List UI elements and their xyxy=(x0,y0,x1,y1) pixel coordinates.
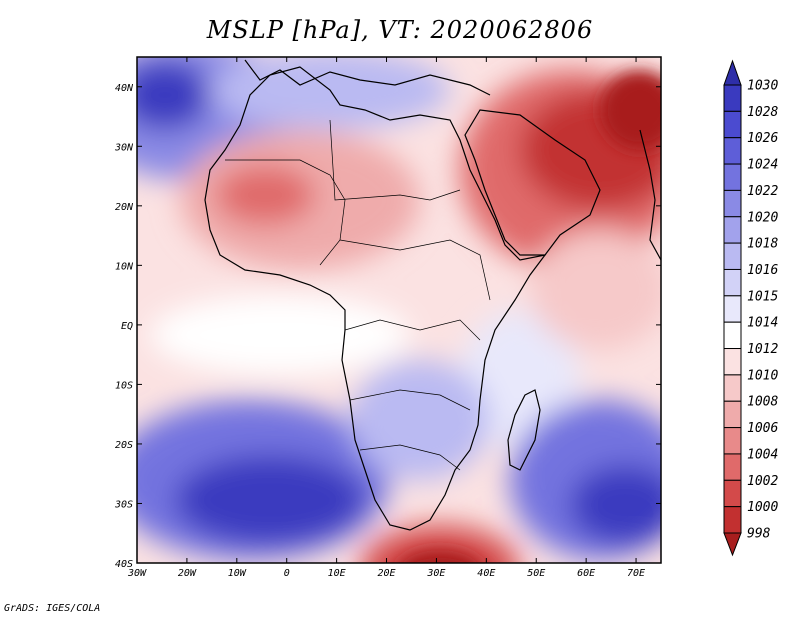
southern-low-core xyxy=(400,550,480,563)
colorbar-label: 1018 xyxy=(747,237,778,252)
x-tick-label: 70E xyxy=(627,568,645,579)
colorbar-label: 1022 xyxy=(747,184,778,199)
colorbar-label: 1002 xyxy=(747,474,778,489)
x-tick-label: 0 xyxy=(284,568,290,579)
colorbar-swatch xyxy=(723,163,742,191)
colorbar-swatch xyxy=(723,374,742,402)
europe-coastline xyxy=(244,59,491,96)
footer-credit: GrADS: IGES/COLA xyxy=(4,603,101,614)
colorbar-label: 1010 xyxy=(747,368,778,383)
equatorial-band xyxy=(150,295,410,375)
colorbar-label: 1006 xyxy=(747,421,778,436)
x-tick-label: 30W xyxy=(127,568,147,579)
y-tick-label: 40N xyxy=(115,83,134,94)
arabian-sea-field xyxy=(530,230,661,350)
colorbar-swatch xyxy=(723,137,742,165)
colorbar-label: 1004 xyxy=(747,447,778,462)
colorbar-swatch xyxy=(723,479,742,508)
y-tick-label: 10S xyxy=(115,380,133,391)
colorbar-swatch xyxy=(723,242,742,270)
y-tick-label: 30S xyxy=(114,499,133,510)
pakistan-low-core xyxy=(600,70,661,150)
africa-coastline xyxy=(204,66,547,531)
border-2 xyxy=(329,119,461,201)
colorbar-label: 1028 xyxy=(747,105,778,120)
colorbar-arrow-top xyxy=(723,59,742,86)
colorbar-label: 1016 xyxy=(747,263,778,278)
y-tick-label: 20S xyxy=(115,440,133,451)
coastlines xyxy=(204,59,661,531)
border-5 xyxy=(349,389,471,411)
colorbar-label: 1008 xyxy=(747,395,778,410)
y-tick-label: EQ xyxy=(121,321,133,332)
x-tick-label: 20W xyxy=(178,568,197,579)
colorbar-arrow-bottom xyxy=(723,532,742,557)
x-tick-label: 30E xyxy=(426,568,445,579)
southern-ocean-low xyxy=(360,525,520,563)
colorbar-swatch xyxy=(723,453,742,481)
colorbar-label: 1024 xyxy=(747,158,778,173)
colorbar-label: 1026 xyxy=(747,131,778,146)
colorbar-swatch xyxy=(723,321,742,350)
colorbar-label: 1012 xyxy=(747,342,778,357)
x-tick-label: 10W xyxy=(228,568,247,579)
x-tick-label: 10E xyxy=(328,568,346,579)
colorbar-label: 1020 xyxy=(747,210,778,225)
colorbar-swatch xyxy=(723,295,742,323)
colorbar-swatch xyxy=(723,348,742,376)
border-4 xyxy=(344,319,481,341)
colorbar-label: 1030 xyxy=(747,79,778,94)
x-tick-label: 20E xyxy=(377,568,395,579)
colorbar: 1030 1028 1026 1024 1022 1020 1018 1016 1015 1014… xyxy=(723,59,778,557)
saharan-low-core xyxy=(215,165,315,225)
map-frame xyxy=(136,56,662,564)
border-6 xyxy=(359,444,461,471)
azores-high-core xyxy=(137,60,210,130)
y-tick-label: 20N xyxy=(115,202,134,213)
colorbar-swatch xyxy=(723,427,742,455)
colorbar-label: 1014 xyxy=(747,316,778,331)
madagascar-coastline xyxy=(507,389,541,471)
x-tick-label: 60E xyxy=(577,568,595,579)
x-tick-label: 40E xyxy=(477,568,495,579)
chart-title: MSLP [hPa], VT: 2020062806 xyxy=(206,16,594,44)
border-3 xyxy=(339,239,491,301)
colorbar-swatch xyxy=(723,506,742,534)
x-tick-label: 50E xyxy=(527,568,545,579)
axis-ticks: 30W 20W 10W 0 10E 20E 30E 40E 50E 60E 70E 40N 30N 20N… xyxy=(114,57,661,579)
colorbar-swatch xyxy=(723,268,742,297)
colorbar-label: 998 xyxy=(747,527,771,542)
colorbar-swatch xyxy=(723,189,742,218)
colorbar-label: 1015 xyxy=(747,289,778,304)
colorbar-swatch xyxy=(723,110,742,139)
pressure-field xyxy=(137,57,661,563)
colorbar-label: 1000 xyxy=(747,500,778,515)
southern-africa-ridge xyxy=(350,360,490,480)
arabia-coastline xyxy=(464,109,601,256)
y-tick-label: 10N xyxy=(115,261,134,272)
border-1 xyxy=(225,159,346,266)
colorbar-swatch xyxy=(723,216,742,244)
mascarene-high-core xyxy=(570,465,661,545)
st-helena-high-core xyxy=(175,455,365,545)
colorbar-swatch xyxy=(723,400,742,429)
y-tick-label: 30N xyxy=(114,142,134,153)
india-coastline xyxy=(639,129,661,261)
y-tick-label: 40S xyxy=(115,559,133,570)
colorbar-swatch xyxy=(723,84,742,112)
